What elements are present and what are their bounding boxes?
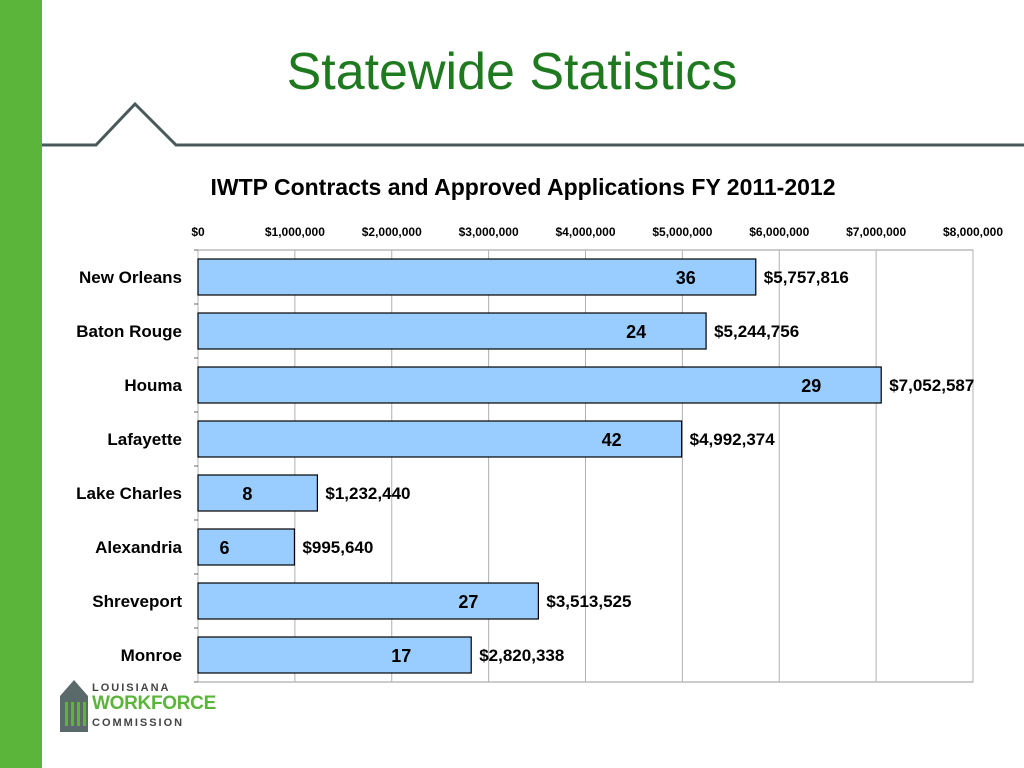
category-label: Monroe xyxy=(121,646,182,665)
category-label: Lake Charles xyxy=(76,484,182,503)
value-label: $5,757,816 xyxy=(764,268,849,287)
count-label: 8 xyxy=(242,484,252,504)
logo-line-1: LOUISIANA xyxy=(92,682,171,694)
x-tick-label: $2,000,000 xyxy=(362,225,422,239)
category-label: Shreveport xyxy=(92,592,182,611)
count-label: 24 xyxy=(626,322,646,342)
bar xyxy=(197,312,707,350)
count-label: 42 xyxy=(602,430,622,450)
count-label: 29 xyxy=(801,376,821,396)
bar xyxy=(197,474,318,512)
x-tick-label: $4,000,000 xyxy=(555,225,615,239)
building-logo-icon xyxy=(60,680,88,732)
x-tick-label: $6,000,000 xyxy=(749,225,809,239)
x-tick-label: $8,000,000 xyxy=(943,225,1003,239)
value-label: $995,640 xyxy=(302,538,373,557)
logo-line-2: WORKFORCE xyxy=(92,693,216,714)
count-label: 36 xyxy=(676,268,696,288)
value-label: $1,232,440 xyxy=(325,484,410,503)
x-tick-label: $5,000,000 xyxy=(652,225,712,239)
title-divider xyxy=(42,101,1024,147)
bar xyxy=(197,420,683,458)
lwc-logo: LOUISIANA WORKFORCE COMMISSION xyxy=(58,676,216,736)
count-label: 6 xyxy=(219,538,229,558)
bar xyxy=(197,636,472,674)
category-label: New Orleans xyxy=(79,268,182,287)
x-tick-label: $3,000,000 xyxy=(459,225,519,239)
category-label: Houma xyxy=(124,376,182,395)
value-label: $7,052,587 xyxy=(889,376,974,395)
x-tick-label: $7,000,000 xyxy=(846,225,906,239)
count-label: 17 xyxy=(391,646,411,666)
category-label: Lafayette xyxy=(107,430,182,449)
side-accent-bar xyxy=(0,0,42,768)
x-tick-label: $0 xyxy=(191,225,205,239)
category-label: Baton Rouge xyxy=(76,322,182,341)
bar xyxy=(197,366,882,404)
logo-line-3: COMMISSION xyxy=(92,717,185,729)
value-label: $2,820,338 xyxy=(479,646,564,665)
count-label: 27 xyxy=(458,592,478,612)
value-label: $5,244,756 xyxy=(714,322,799,341)
value-label: $3,513,525 xyxy=(546,592,631,611)
x-tick-label: $1,000,000 xyxy=(265,225,325,239)
bar xyxy=(197,582,539,620)
bar xyxy=(197,258,757,296)
chart-title: IWTP Contracts and Approved Applications… xyxy=(210,174,836,200)
slide-title: Statewide Statistics xyxy=(286,43,738,101)
bar xyxy=(197,528,296,566)
value-label: $4,992,374 xyxy=(690,430,776,449)
category-label: Alexandria xyxy=(95,538,182,557)
